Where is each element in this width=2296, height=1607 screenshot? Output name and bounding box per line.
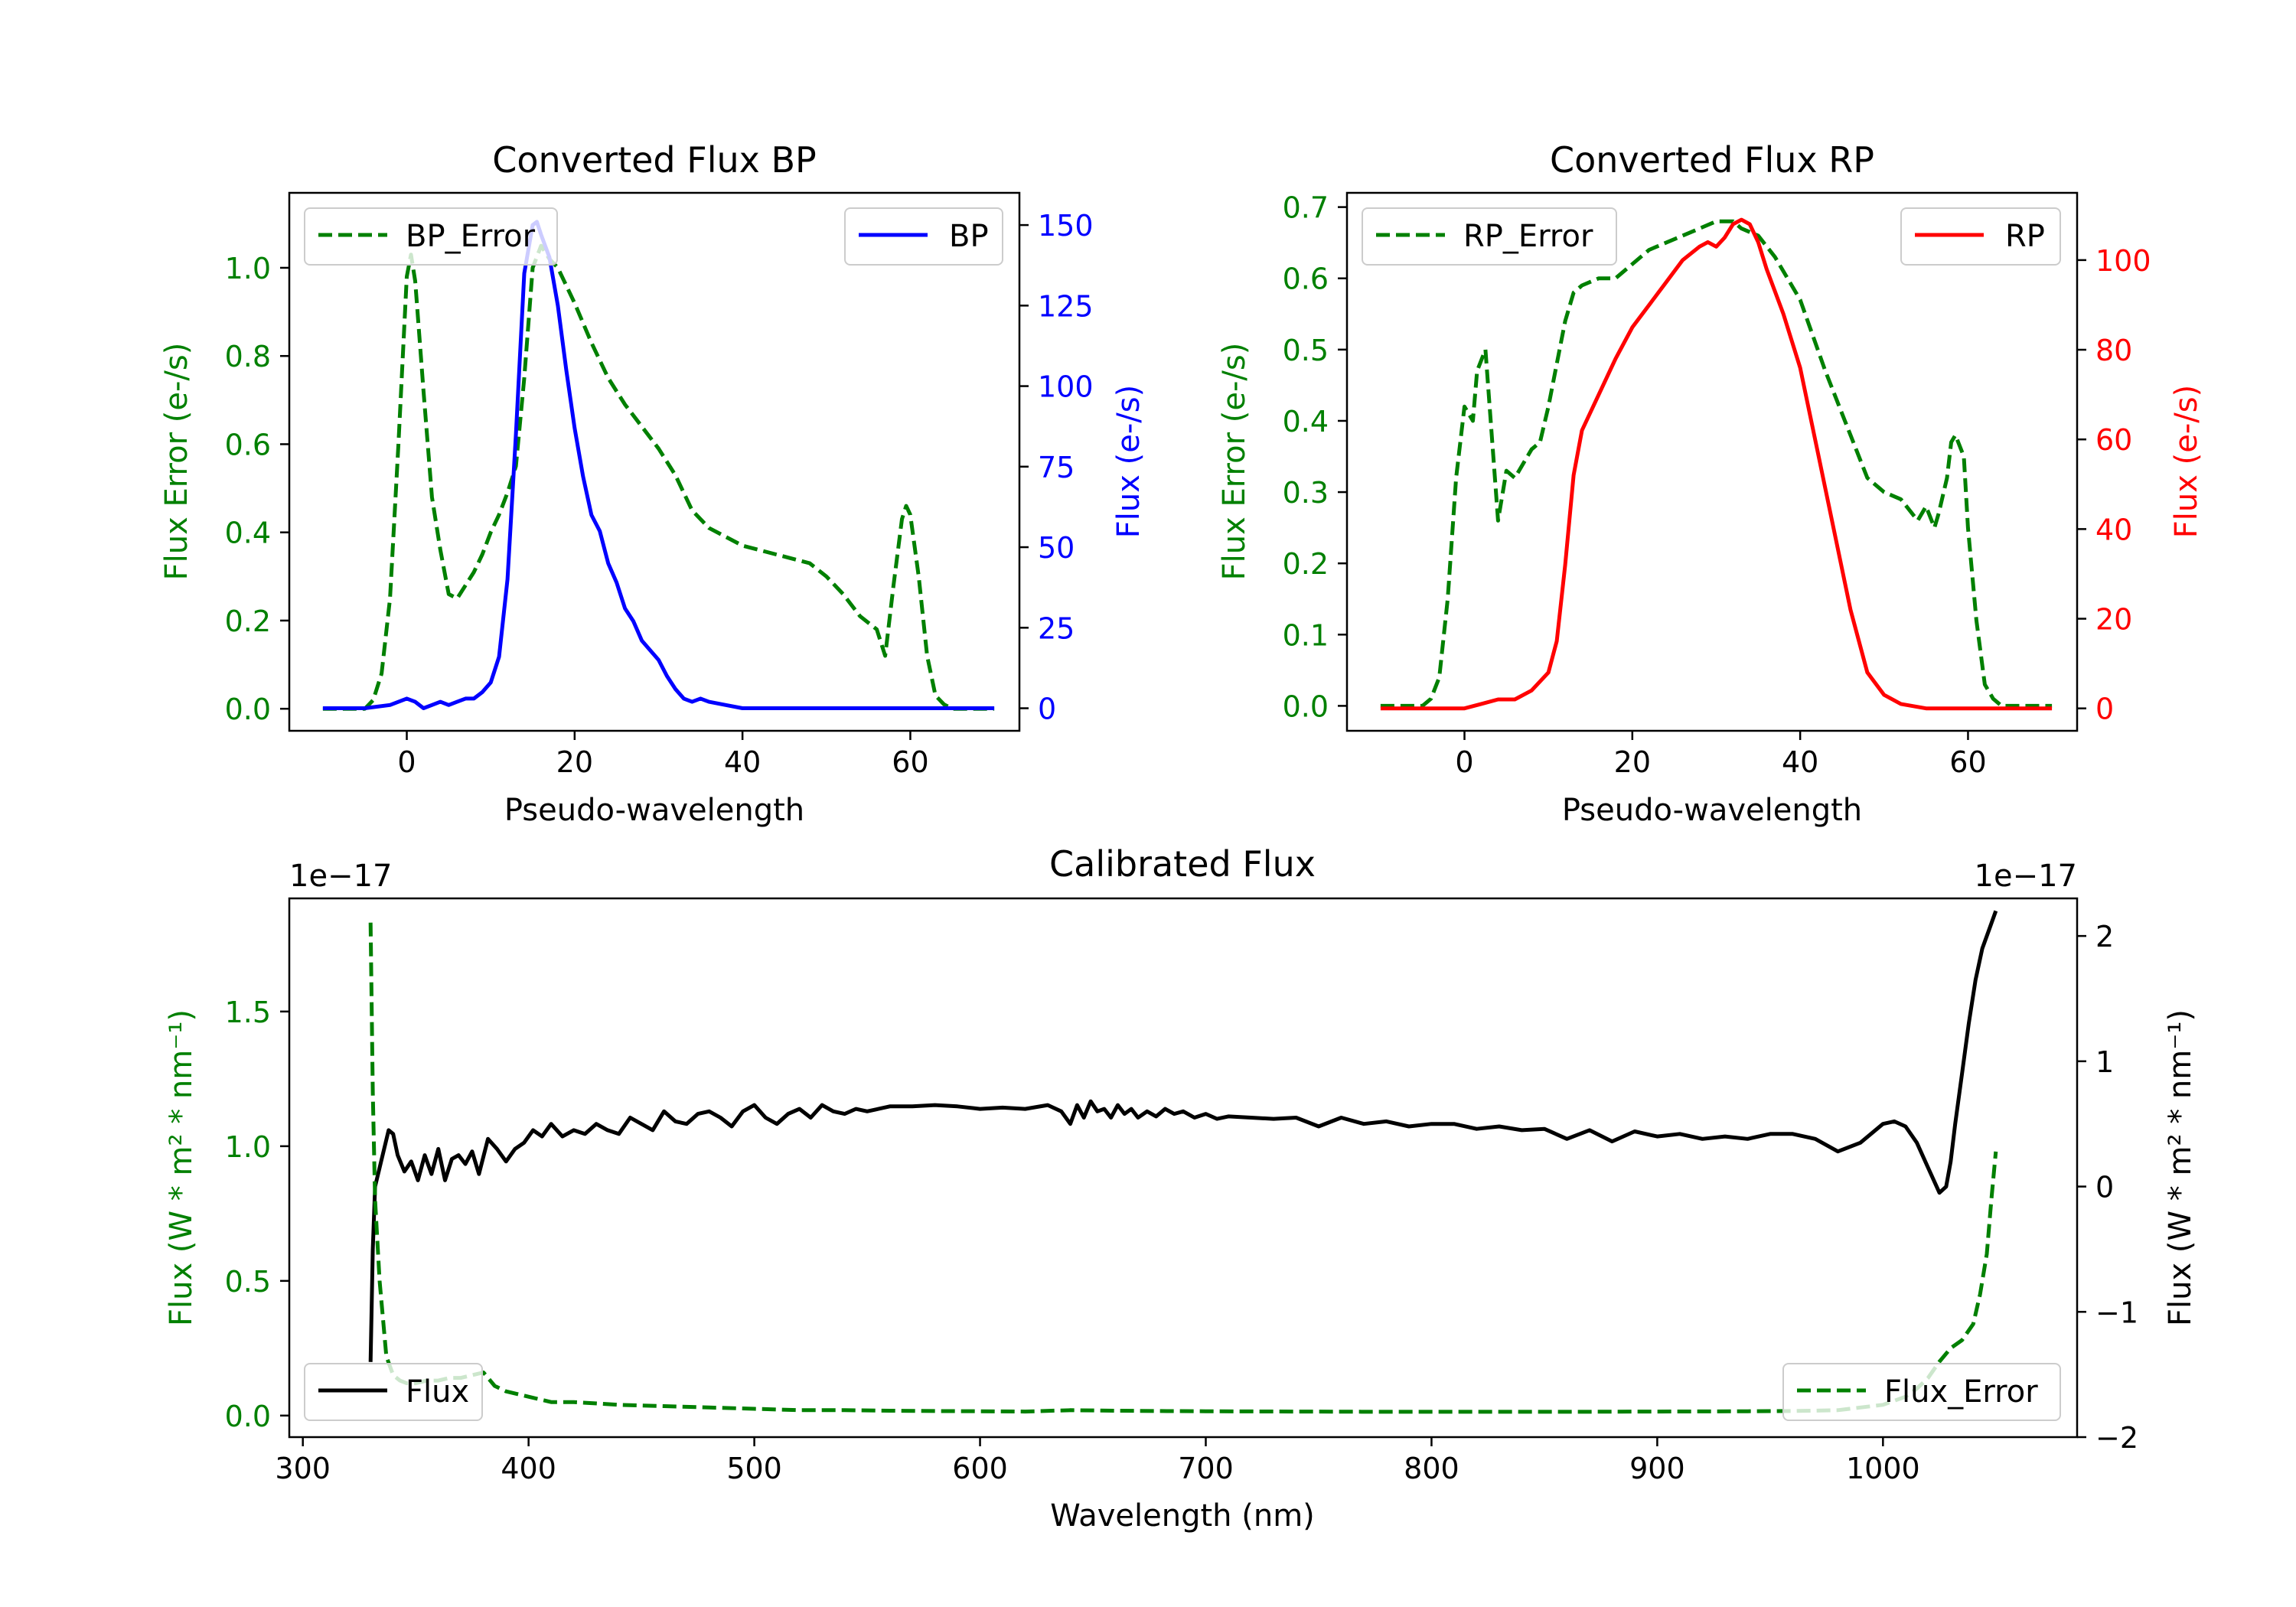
rp-right-tick-label: 20 [2095,603,2132,637]
bp-left-tick-label: 1.0 [225,252,271,285]
cal-x-tick-label: 900 [1629,1452,1685,1485]
panel-rp: Converted Flux RP 0 20 40 60 0.0 0.1 0.2 0.3 0.4… [1217,139,2204,828]
bp-series-bp-error [322,243,995,711]
rp-right-tick-label: 100 [2095,244,2151,278]
cal-left-axis-label: Flux (W * m² * nm⁻¹) [164,1009,199,1326]
rp-x-tick-label: 60 [1949,745,1986,779]
cal-left-tick-label: 0.0 [225,1400,271,1433]
rp-right-axis-label: Flux (e-/s) [2169,385,2204,538]
cal-legend-error-label: Flux_Error [1884,1374,2038,1410]
rp-legend-flux-label: RP [2005,219,2045,254]
rp-left-tick-label: 0.4 [1283,405,1329,438]
cal-right-tick-label: 0 [2095,1171,2114,1204]
cal-legend-flux-box [304,1363,483,1421]
rp-right-tick-label: 40 [2095,513,2132,546]
rp-legend-flux: RP [1900,207,2061,266]
bp-x-tick-label: 40 [724,745,761,779]
bp-legend-flux: BP [844,207,1003,266]
rp-left-tick-label: 0.0 [1283,689,1329,723]
rp-series-rp [1380,217,2053,711]
bp-series-bp [322,220,995,710]
rp-x-tick-label: 40 [1782,745,1818,779]
rp-title: Converted Flux RP [1550,139,1874,181]
cal-series-flux [368,910,1998,1362]
cal-x-tick-label: 300 [275,1452,331,1485]
rp-axes-frame [1345,191,2079,732]
cal-right-offset-text: 1e−17 [1975,859,2077,894]
cal-left-offset-text: 1e−17 [289,859,392,894]
bp-axes-frame [288,191,1021,732]
bp-right-tick-label: 100 [1038,370,1094,404]
rp-left-tick-label: 0.7 [1283,191,1329,225]
rp-right-tick-label: 0 [2095,693,2114,726]
rp-right-tick-label: 80 [2095,334,2132,367]
rp-legend-error: RP_Error [1362,207,1617,266]
bp-right-tick-label: 0 [1038,693,1056,726]
cal-title: Calibrated Flux [1049,843,1316,885]
bp-x-tick-label: 20 [556,745,593,779]
cal-x-tick-label: 400 [501,1452,556,1485]
bp-right-tick-label: 75 [1038,451,1075,484]
cal-right-tick-label: −1 [2095,1296,2138,1329]
panel-bp: Converted Flux BP 0 20 40 60 0.0 0.2 0.4 0.6 0.8… [159,139,1146,828]
bp-right-axis-label: Flux (e-/s) [1111,385,1146,538]
rp-legend-error-label: RP_Error [1463,219,1593,254]
rp-left-tick-label: 0.2 [1283,547,1329,581]
cal-right-tick-label: −2 [2095,1421,2138,1455]
rp-left-tick-label: 0.3 [1283,476,1329,510]
cal-x-tick-label: 600 [952,1452,1008,1485]
bp-legend-error-box [304,207,558,266]
cal-x-tick-label: 500 [726,1452,782,1485]
cal-left-tick-label: 1.0 [225,1130,271,1164]
bp-left-tick-label: 0.0 [225,693,271,726]
bp-plot-area: 0 20 40 60 0.0 0.2 0.4 0.6 0.8 1.0 0 25 50 75 100 125 15… [225,209,1094,779]
bp-left-tick-label: 0.4 [225,517,271,550]
cal-x-tick-label: 1000 [1846,1452,1920,1485]
rp-left-tick-label: 0.6 [1283,262,1329,296]
bp-right-tick-label: 25 [1038,611,1075,645]
bp-left-tick-label: 0.6 [225,428,271,461]
bp-left-axis-label: Flux Error (e-/s) [159,343,194,581]
rp-left-tick-label: 0.1 [1283,618,1329,652]
bp-right-tick-label: 50 [1038,531,1075,565]
cal-plot-area: 300 400 500 600 700 800 900 1000 0.0 0.5 1.0 1.5 −2 −… [225,910,2138,1485]
cal-left-tick-label: 0.5 [225,1265,271,1299]
cal-right-tick-label: 2 [2095,920,2114,953]
rp-x-tick-label: 0 [1455,745,1473,779]
cal-left-tick-label: 1.5 [225,996,271,1029]
rp-x-axis-label: Pseudo-wavelength [1562,793,1862,828]
cal-legend-flux-label: Flux [406,1374,469,1410]
cal-x-tick-label: 800 [1404,1452,1459,1485]
cal-x-tick-label: 700 [1178,1452,1234,1485]
cal-right-axis-label: Flux (W * m² * nm⁻¹) [2163,1009,2198,1326]
rp-left-tick-label: 0.5 [1283,334,1329,367]
bp-x-tick-label: 0 [397,745,416,779]
rp-plot-area: 0 20 40 60 0.0 0.1 0.2 0.3 0.4 0.5 0.6 0.7 0 20 40 60 80… [1283,191,2151,779]
panel-calibrated: Calibrated Flux 1e−17 1e−17 300 400 500 600… [164,843,2198,1534]
bp-title: Converted Flux BP [492,139,817,181]
cal-legend-error: Flux_Error [1782,1363,2061,1421]
bp-legend-error: BP_Error [304,207,558,266]
bp-right-tick-label: 125 [1038,289,1094,323]
cal-x-axis-label: Wavelength (nm) [1050,1498,1315,1534]
bp-x-axis-label: Pseudo-wavelength [504,793,804,828]
cal-legend-error-box [1782,1363,2061,1421]
rp-x-tick-label: 20 [1614,745,1651,779]
rp-left-axis-label: Flux Error (e-/s) [1217,343,1252,581]
cal-axes-frame [288,897,2079,1439]
rp-legend-error-box [1362,207,1617,266]
bp-left-tick-label: 0.2 [225,605,271,638]
bp-legend-flux-label: BP [949,219,989,254]
rp-right-tick-label: 60 [2095,423,2132,457]
cal-legend-flux: Flux [304,1363,483,1421]
cal-right-tick-label: 1 [2095,1045,2114,1079]
bp-right-tick-label: 150 [1038,209,1094,243]
bp-x-tick-label: 60 [892,745,928,779]
bp-left-tick-label: 0.8 [225,340,271,373]
rp-series-rp-error [1380,219,2053,708]
bp-legend-error-label: BP_Error [406,219,536,254]
